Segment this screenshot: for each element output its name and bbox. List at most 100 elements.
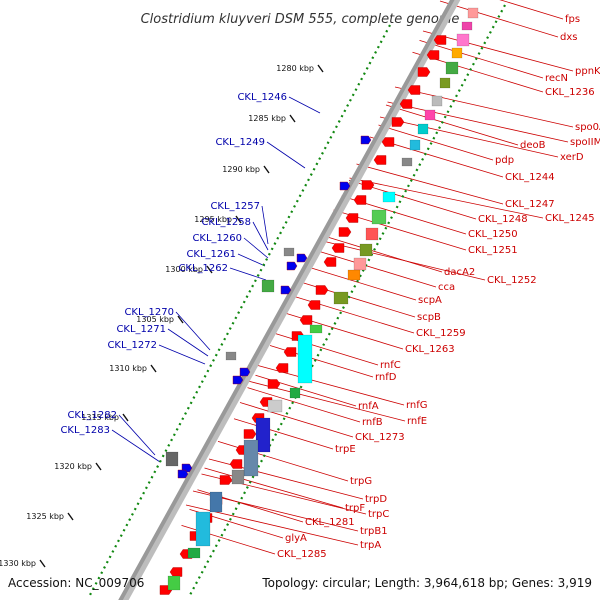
blue-feature: [296, 253, 308, 263]
blue-feature: [232, 375, 244, 385]
gene-label-CKL_1252: CKL_1252: [487, 275, 537, 286]
kbp-tick-mark: [39, 559, 46, 568]
gene-box: [309, 324, 323, 334]
callout-line-left: [175, 311, 211, 351]
gene-arrow: [229, 459, 243, 469]
gene-box: [333, 291, 349, 305]
gene-label-CKL_1245: CKL_1245: [545, 213, 595, 224]
gene-box: [297, 334, 313, 384]
small-feature: [261, 279, 275, 293]
gene-label-cca: cca: [438, 282, 455, 293]
kbp-tick-label: 1280 kbp: [276, 64, 314, 73]
gene-arrow: [275, 363, 289, 373]
gene-label-CKL_1257: CKL_1257: [210, 201, 260, 212]
gene-label-CKL_1236: CKL_1236: [545, 87, 595, 98]
gene-box: [231, 469, 245, 485]
gene-box: [382, 191, 396, 203]
gene-arrow: [373, 155, 387, 165]
callout-line-left: [229, 267, 267, 281]
gene-box: [424, 109, 436, 121]
gene-label-spo0A: spo0A: [575, 122, 600, 133]
gene-box: [187, 547, 201, 559]
kbp-tick-mark: [122, 413, 129, 422]
gene-label-scpB: scpB: [417, 312, 441, 323]
genome-backbone: [118, 0, 461, 600]
gene-label-CKL_1271: CKL_1271: [116, 324, 166, 335]
gene-label-CKL_1250: CKL_1250: [468, 229, 518, 240]
gene-label-trpA: trpA: [360, 540, 381, 551]
callout-line-right: [318, 239, 486, 281]
gene-label-CKL_1249: CKL_1249: [215, 137, 265, 148]
gene-label-trpD: trpD: [365, 494, 387, 505]
callout-line-right: [322, 235, 443, 273]
gene-box: [365, 227, 379, 241]
gene-arrow: [407, 85, 421, 95]
gene-label-CKL_1259: CKL_1259: [416, 328, 466, 339]
callout-line-left: [237, 253, 266, 267]
gene-label-dxs: dxs: [560, 32, 577, 43]
callout-line-right: [422, 30, 574, 72]
callout-line-right: [394, 86, 574, 128]
callout-line-left: [261, 205, 269, 245]
callout-line-right: [499, 0, 564, 20]
gene-label-trpC: trpC: [368, 509, 389, 520]
gene-label-fps: fps: [565, 14, 580, 25]
gene-label-trpE: trpE: [335, 444, 356, 455]
gene-label-rnfC: rnfC: [380, 360, 401, 371]
gene-label-CKL_1244: CKL_1244: [505, 172, 555, 183]
gene-arrow: [433, 35, 447, 45]
gene-label-spoIIM: spoIIM: [570, 137, 600, 148]
kbp-tick-label: 1320 kbp: [54, 462, 92, 471]
callout-line-right: [308, 266, 417, 301]
gene-box: [431, 95, 443, 107]
kbp-tick-mark: [289, 114, 296, 123]
gene-label-glyA: glyA: [285, 533, 307, 544]
kbp-tick-mark: [150, 364, 157, 373]
kbp-tick-label: 1295 kbp: [194, 215, 232, 224]
kbp-tick-label: 1330 kbp: [0, 559, 36, 568]
gene-box: [445, 61, 459, 75]
gene-arrow: [299, 315, 313, 325]
gene-arrow: [243, 429, 257, 439]
backbone-band: [118, 0, 461, 600]
gene-arrow: [426, 50, 440, 60]
gene-label-ppnK: ppnK: [575, 66, 600, 77]
gene-arrow: [169, 567, 183, 577]
gene-label-trpF: trpF: [345, 503, 365, 514]
gene-box: [401, 157, 413, 167]
gene-label-rnfD: rnfD: [375, 372, 397, 383]
callout-line-left: [288, 96, 321, 114]
gene-features: [159, 7, 479, 595]
gene-arrow: [315, 285, 329, 295]
callout-line-right: [314, 249, 437, 288]
gene-box: [371, 209, 387, 225]
gene-arrow: [345, 213, 359, 223]
gene-box: [451, 47, 463, 59]
kbp-tick-mark: [177, 315, 184, 324]
gene-box: [409, 139, 421, 151]
callout-line-right: [379, 116, 559, 158]
gene-box: [267, 399, 283, 413]
gene-arrow: [307, 300, 321, 310]
gene-arrow: [267, 379, 281, 389]
kbp-tick-label: 1290 kbp: [222, 165, 260, 174]
small-feature: [283, 247, 295, 257]
callout-line-left: [266, 141, 306, 169]
gene-label-CKL_1282: CKL_1282: [67, 410, 117, 421]
kbp-tick-mark: [317, 64, 324, 73]
kbp-tick-mark: [263, 165, 270, 174]
gene-box: [209, 491, 223, 513]
callout-line-left: [243, 237, 269, 259]
gene-label-scpA: scpA: [418, 295, 442, 306]
gene-box: [289, 387, 301, 399]
gene-labels: fps dxs ppnK recN CKL_1236 spo0A spoIIM deoB xer…: [60, 14, 600, 560]
gene-label-CKL_1263: CKL_1263: [405, 344, 455, 355]
gene-label-CKL_1281: CKL_1281: [305, 517, 355, 528]
gene-box: [195, 511, 211, 547]
callout-line-left: [111, 429, 161, 463]
genome-title: Clostridium kluyveri DSM 555, complete g…: [141, 12, 460, 27]
gene-label-rnfG: rnfG: [406, 400, 428, 411]
blue-feature: [239, 367, 251, 377]
accession-text: Accession: NC_009706: [8, 576, 144, 590]
